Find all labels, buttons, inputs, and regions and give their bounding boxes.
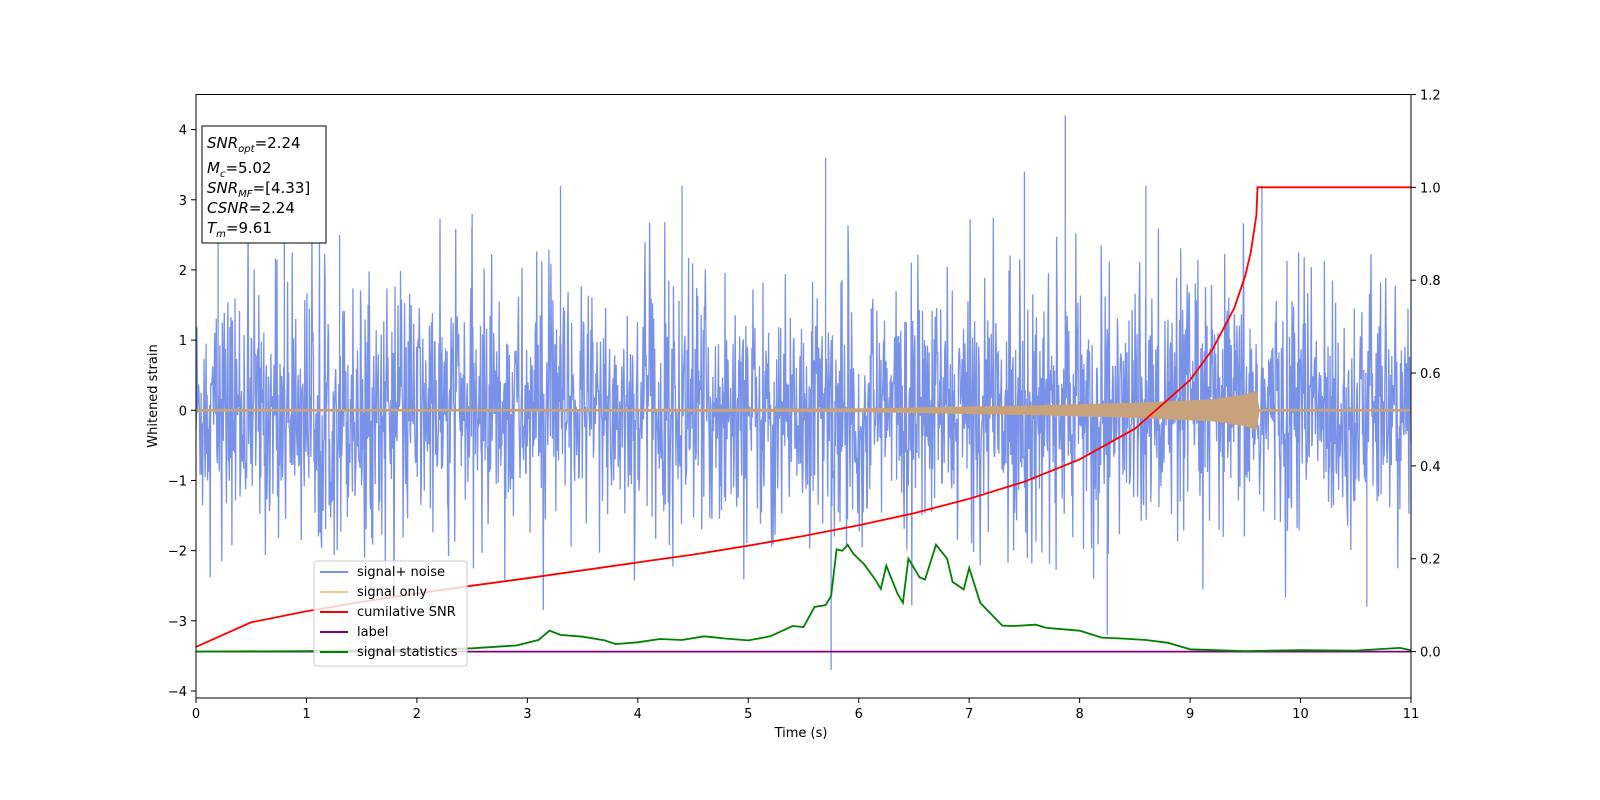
info-mc: Mc=5.02 <box>207 159 271 180</box>
y-left-tick-label: −3 <box>168 615 187 630</box>
x-axis-title: Time (s) <box>774 726 828 741</box>
y-right-tick-label: 1.0 <box>1420 181 1441 196</box>
legend-label-signal-noise: signal+ noise <box>357 565 445 580</box>
y-left-tick-label: 0 <box>179 404 187 419</box>
y-left-tick-label: −1 <box>168 474 187 489</box>
y-left-tick-label: 4 <box>179 124 187 139</box>
x-tick-label: 5 <box>744 707 752 722</box>
y-left-tick-label: −2 <box>168 545 187 560</box>
y-right-tick-label: 0.0 <box>1420 646 1441 661</box>
y-left-tick-label: 1 <box>179 334 187 349</box>
x-tick-label: 6 <box>855 707 863 722</box>
info-snr-mf-value: =[4.33] <box>253 179 311 197</box>
legend-frame <box>313 560 468 667</box>
y-right-tick-label: 0.4 <box>1420 460 1441 475</box>
y-left-tick-label: 3 <box>179 194 187 209</box>
x-tick-label: 0 <box>192 707 200 722</box>
info-snr-opt: SNRopt=2.24 <box>207 134 301 155</box>
info-box: SNRopt=2.24 Mc=5.02 SNRMF=[4.33] CSNR=2.… <box>201 125 327 244</box>
info-tm-value: =9.61 <box>226 219 272 237</box>
x-tick-label: 10 <box>1292 707 1309 722</box>
y-left-tick-label: −4 <box>168 685 187 700</box>
legend-label-cumulative-snr: cumilative SNR <box>357 605 456 620</box>
legend-label-signal-only: signal only <box>357 585 427 600</box>
legend-label-label: label <box>357 625 388 640</box>
y-right-tick-label: 0.8 <box>1420 274 1441 289</box>
y-right-tick-label: 0.6 <box>1420 367 1441 382</box>
y-axis-title: Whitened strain <box>146 344 161 447</box>
info-csnr-value: =2.24 <box>249 199 295 217</box>
legend-label-signal-statistics: signal statistics <box>357 645 458 660</box>
x-tick-label: 9 <box>1186 707 1194 722</box>
y-left-tick-label: 2 <box>179 264 187 279</box>
signal-noise-series <box>195 115 1412 670</box>
info-box-frame <box>201 125 327 244</box>
info-snr-opt-value: =2.24 <box>255 134 301 152</box>
x-tick-label: 8 <box>1075 707 1083 722</box>
info-mc-value: =5.02 <box>225 159 271 177</box>
x-tick-label: 11 <box>1403 707 1420 722</box>
info-snr-mf: SNRMF=[4.33] <box>207 179 310 200</box>
x-tick-label: 1 <box>302 707 310 722</box>
info-tm: Tm=9.61 <box>207 219 272 240</box>
plot-frame <box>195 94 1412 699</box>
x-tick-label: 3 <box>523 707 531 722</box>
x-tick-label: 4 <box>634 707 642 722</box>
signal-statistics-series <box>195 542 1412 653</box>
y-axis-right: 0.0 0.2 0.4 0.6 0.8 1.0 1.2 <box>1411 89 1441 661</box>
x-tick-label: 2 <box>413 707 421 722</box>
legend: signal+ noise signal only cumilative SNR… <box>313 560 468 667</box>
y-axis-left: −4 −3 −2 −1 0 1 2 3 4 <box>168 124 196 700</box>
x-axis: 0 1 2 3 4 5 6 7 8 9 10 11 <box>192 698 1419 722</box>
x-tick-label: 7 <box>965 707 973 722</box>
info-csnr: CSNR=2.24 <box>207 199 295 217</box>
y-right-tick-label: 1.2 <box>1420 89 1441 104</box>
signal-statistics-line <box>195 542 1412 653</box>
y-right-tick-label: 0.2 <box>1420 553 1441 568</box>
